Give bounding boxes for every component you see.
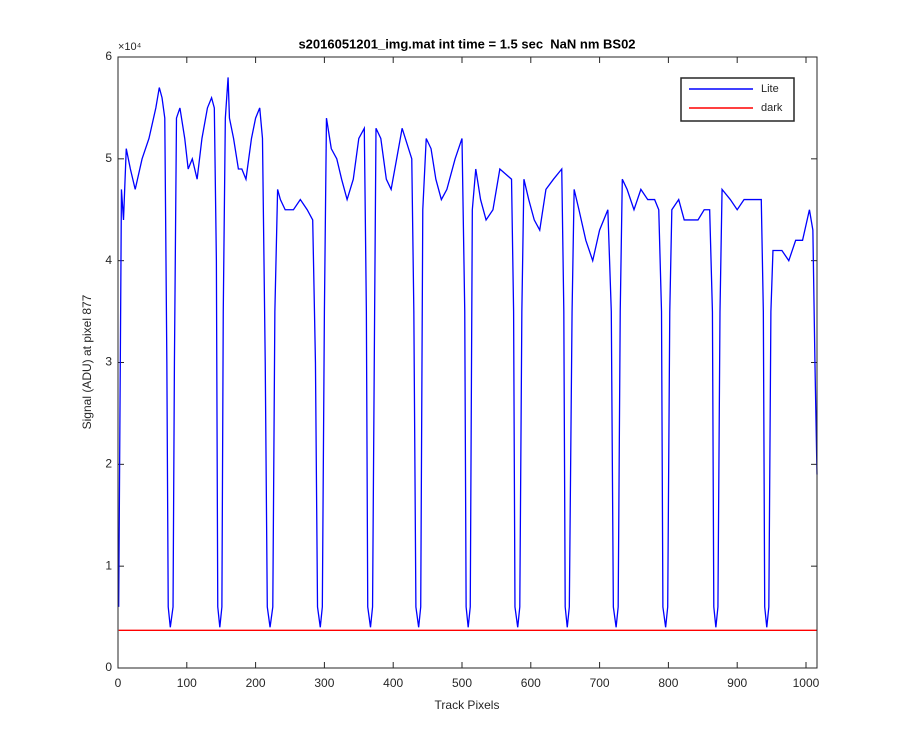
x-tick-label: 100 [177,676,197,690]
y-tick-label: 0 [105,660,112,674]
x-tick-label: 200 [246,676,266,690]
legend-box [680,77,795,122]
x-tick-label: 800 [658,676,678,690]
y-tick-label: 2 [105,457,112,471]
x-tick-label: 300 [314,676,334,690]
x-axis-label: Track Pixels [435,698,500,712]
y-axis-label: Signal (ADU) at pixel 877 [80,294,94,429]
x-tick-label: 1000 [793,676,820,690]
x-tick-label: 0 [115,676,122,690]
y-tick-label: 6 [105,49,112,63]
y-tick-label: 1 [105,558,112,572]
series-line [118,77,818,628]
chart-title: s2016051201_img.mat int time = 1.5 sec N… [298,36,635,51]
x-tick-label: 400 [383,676,403,690]
x-tick-label: 600 [521,676,541,690]
y-exponent: ×10⁴ [118,41,142,53]
y-tick-label: 3 [105,355,112,369]
y-tick-label: 5 [105,151,112,165]
x-tick-label: 500 [452,676,472,690]
x-tick-label: 700 [590,676,610,690]
axes-box [117,56,818,669]
legend-label: dark [761,102,783,114]
y-tick-label: 4 [105,253,112,267]
legend-label: Lite [761,83,779,95]
plot-area [118,57,817,668]
x-tick-label: 900 [727,676,747,690]
